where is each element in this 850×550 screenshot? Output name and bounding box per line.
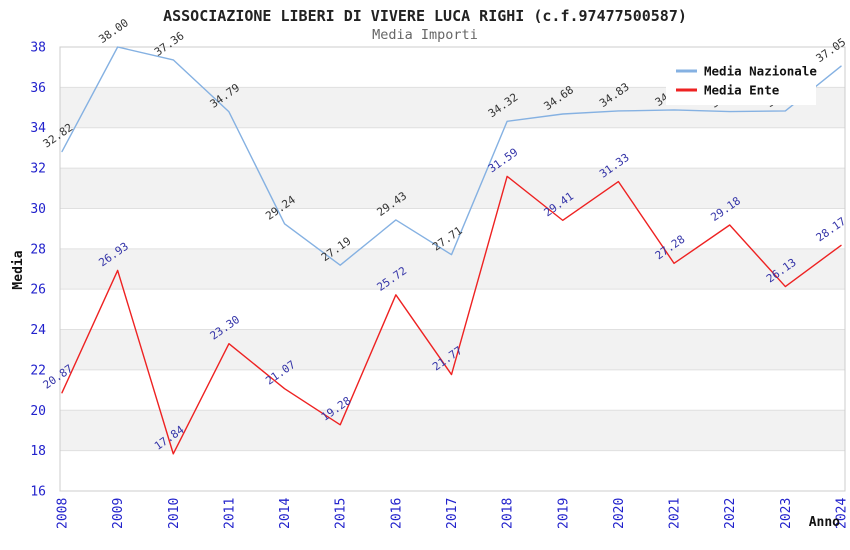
x-tick-label: 2011 [222,498,237,529]
x-tick-label: 2014 [278,498,293,529]
chart-title: ASSOCIAZIONE LIBERI DI VIVERE LUCA RIGHI… [163,7,687,25]
y-tick-label: 26 [30,283,46,298]
grid-band [60,410,845,451]
chart-subtitle: Media Importi [372,27,478,43]
x-tick-label: 2015 [334,498,349,529]
x-tick-label: 2022 [723,498,738,529]
y-tick-label: 24 [30,323,46,338]
y-tick-label: 22 [30,363,46,378]
x-tick-label: 2024 [835,498,850,529]
y-axis-title: Media [11,250,26,289]
x-tick-label: 2016 [389,498,404,529]
y-tick-label: 34 [30,121,46,136]
y-tick-label: 18 [30,444,46,459]
x-tick-label: 2010 [167,498,182,529]
x-tick-label: 2019 [556,498,571,529]
y-tick-label: 38 [30,41,46,56]
x-tick-label: 2020 [612,498,627,529]
legend: Media Nazionale Media Ente [666,57,817,105]
grid-band [60,329,845,370]
x-tick-label: 2008 [56,498,71,529]
y-tick-label: 28 [30,242,46,257]
x-tick-label: 2009 [111,498,126,529]
y-tick-label: 16 [30,485,46,500]
grid-band [60,248,845,290]
y-tick-label: 20 [30,404,46,419]
x-tick-label: 2021 [668,498,683,529]
x-tick-label: 2017 [445,498,460,529]
grid-band [60,168,845,209]
x-tick-label: 2018 [501,498,516,529]
y-tick-label: 30 [30,202,46,217]
legend-label-media-ente: Media Ente [704,83,780,98]
plot-border [59,46,846,492]
series-line-media-ente [61,175,842,455]
x-tick-label: 2023 [779,498,794,529]
y-tick-label: 36 [30,81,46,96]
series-line-media-nazionale [61,46,842,266]
legend-background [666,57,816,105]
x-axis-title: Anno [809,515,840,530]
legend-label-media-nazionale: Media Nazionale [704,64,817,79]
y-tick-label: 32 [30,162,46,177]
